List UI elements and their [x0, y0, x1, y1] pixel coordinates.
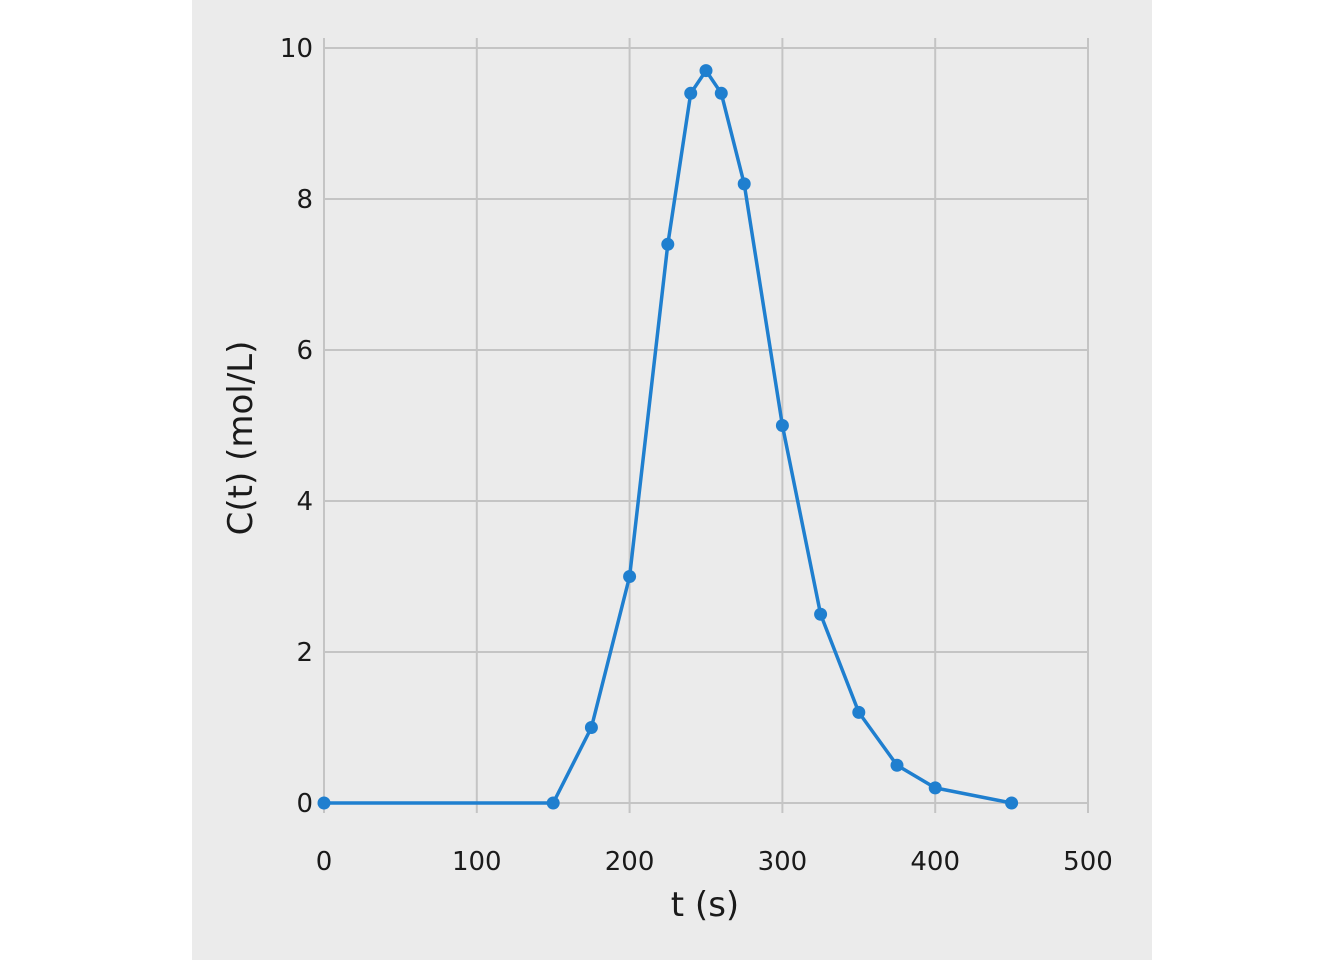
data-point	[737, 177, 751, 191]
y-tick-label: 2	[296, 638, 313, 668]
data-point	[890, 758, 904, 772]
y-axis-label: C(t) (mol/L)	[221, 341, 261, 536]
y-tick-label: 4	[296, 487, 313, 517]
series-line	[324, 68, 1012, 805]
data-point	[661, 237, 675, 251]
x-tick-label: 500	[1063, 847, 1113, 877]
grid	[323, 38, 1089, 813]
data-point	[814, 607, 828, 621]
data-point	[684, 86, 698, 100]
data-point	[317, 796, 331, 810]
data-point	[928, 781, 942, 795]
x-tick-label: 200	[605, 847, 655, 877]
y-tick-label: 10	[280, 34, 313, 64]
y-tick-label: 6	[296, 336, 313, 366]
y-axis-ticks: 0 2 4 6 8 10	[280, 34, 313, 819]
data-point	[1005, 796, 1019, 810]
data-point	[852, 705, 866, 719]
data-point	[775, 419, 789, 432]
data-point	[584, 721, 598, 734]
x-tick-label: 100	[452, 847, 502, 877]
x-axis-label: t (s)	[671, 885, 739, 925]
x-tick-label: 300	[758, 847, 808, 877]
data-point	[714, 86, 728, 100]
x-axis-ticks: 0 100 200 300 400 500	[316, 847, 1113, 877]
data-point	[546, 796, 560, 810]
data-point	[699, 64, 713, 78]
y-tick-label: 0	[296, 789, 313, 819]
y-tick-label: 8	[296, 185, 313, 215]
x-tick-label: 0	[316, 847, 333, 877]
x-tick-label: 400	[910, 847, 960, 877]
data-point	[623, 570, 637, 583]
series-layer	[317, 64, 1019, 810]
